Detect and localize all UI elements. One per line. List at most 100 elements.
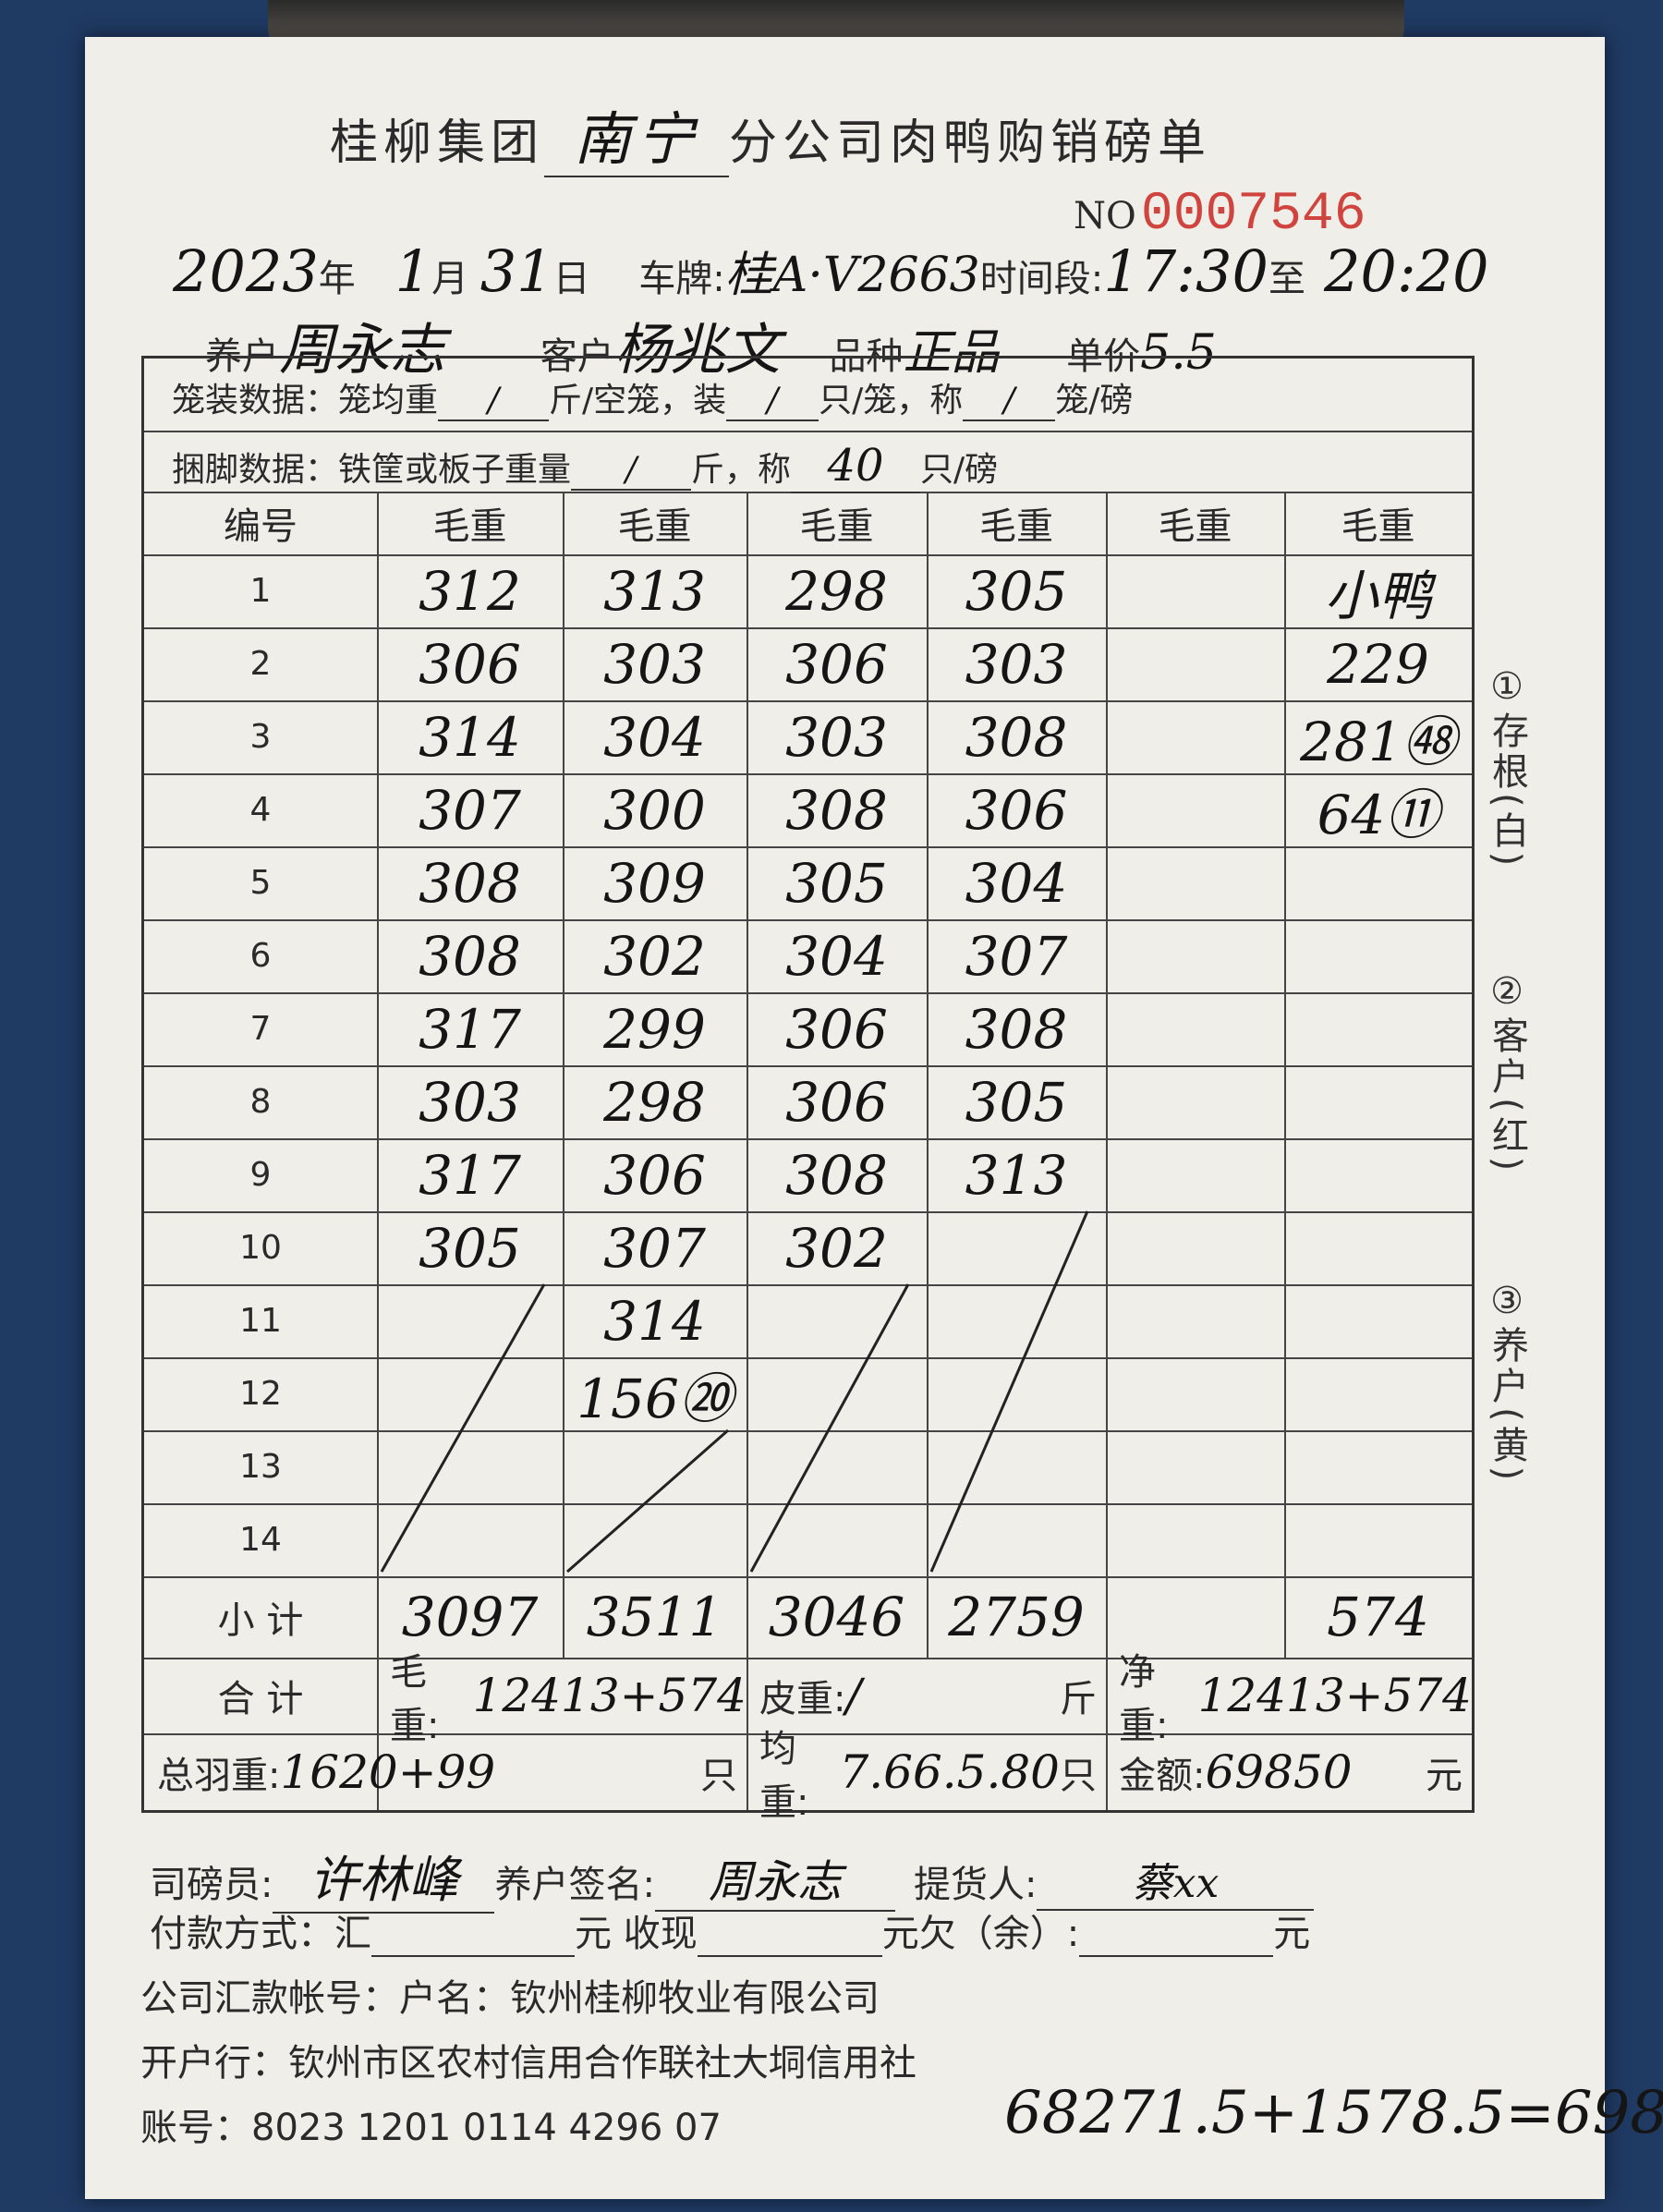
tare-weight-value: / bbox=[845, 1669, 862, 1722]
pickup-signature: 蔡xx bbox=[1037, 1850, 1315, 1911]
weight-cell bbox=[1284, 1211, 1472, 1284]
title-suffix: 分公司肉鸭购销磅单 bbox=[729, 115, 1212, 171]
account-name-line: 公司汇款帐号：户名：钦州桂柳牧业有限公司 bbox=[140, 1977, 880, 2020]
tie-unit-2: 只/磅 bbox=[920, 451, 999, 489]
payment-row: 付款方式：汇 元 收现 元欠（余）: 元 bbox=[150, 1903, 1310, 1957]
net-weight-value: 12413+574 bbox=[1197, 1669, 1472, 1722]
weight-cell bbox=[1106, 1065, 1284, 1138]
weight-cell: 303 bbox=[419, 1070, 521, 1134]
farmer: 周永志 bbox=[279, 318, 445, 383]
weight-cell: 308 bbox=[965, 997, 1068, 1061]
average-weight: 均重: 7.66.5.80 只 bbox=[747, 1728, 1106, 1824]
cage-data-row: 笼装数据：笼均重 / 斤/空笼，装 / 只/笼，称 / 笼/磅 bbox=[144, 359, 1472, 432]
weight-table: 笼装数据：笼均重 / 斤/空笼，装 / 只/笼，称 / 笼/磅 捆脚数据：铁筐或板子重量 / 斤… bbox=[141, 356, 1475, 1824]
column-header: 毛重 bbox=[799, 505, 874, 548]
day-label: 日 bbox=[552, 258, 590, 300]
tare-weight: 皮重: / 斤 bbox=[747, 1658, 1106, 1733]
weight-cell bbox=[1284, 1284, 1472, 1357]
weight-cell bbox=[927, 1211, 1106, 1284]
total-count-label: 总羽重: bbox=[157, 1754, 281, 1797]
total-count-unit: 只 bbox=[700, 1754, 737, 1797]
weight-cell: 281㊽ bbox=[1300, 710, 1456, 773]
side-label-customer: ②客户(红) bbox=[1486, 970, 1528, 1175]
account-number: 8023 1201 0114 4296 07 bbox=[251, 2107, 722, 2149]
weight-cell bbox=[747, 1503, 927, 1576]
time-label: 时间段: bbox=[979, 258, 1104, 300]
time-from: 17:30 bbox=[1103, 237, 1268, 305]
weight-cell: 小鸭 bbox=[1324, 564, 1432, 627]
net-weight: 净重: 12413+574 bbox=[1106, 1651, 1472, 1747]
header-row bbox=[144, 492, 1472, 556]
plate-label: 车牌: bbox=[638, 258, 725, 300]
gross-weight: 毛重: 12413+574 bbox=[377, 1651, 747, 1747]
weight-cell bbox=[1106, 1430, 1284, 1503]
subtotal-label: 小 计 bbox=[217, 1599, 304, 1642]
weight-cell: 305 bbox=[965, 1070, 1068, 1134]
weight-cell bbox=[1106, 846, 1284, 919]
weight-cell bbox=[1106, 1138, 1284, 1211]
subtotal-cell: 3046 bbox=[768, 1586, 905, 1648]
weight-cell bbox=[747, 1357, 927, 1430]
cage-per-weigh: / bbox=[963, 382, 1056, 421]
weight-cell: 305 bbox=[785, 851, 888, 915]
weight-cell: 314 bbox=[603, 1289, 706, 1353]
tie-label: 捆脚数据：铁筐或板子重量 bbox=[172, 451, 572, 489]
weight-cell: 309 bbox=[603, 851, 706, 915]
row-number: 5 bbox=[249, 864, 272, 902]
total-row bbox=[144, 1658, 1472, 1735]
column-divider bbox=[563, 492, 564, 1658]
weight-cell bbox=[1106, 919, 1284, 992]
amount-value: 69850 bbox=[1205, 1744, 1353, 1799]
weight-cell bbox=[1106, 1211, 1284, 1284]
weight-cell bbox=[1284, 1430, 1472, 1503]
weight-cell: 303 bbox=[603, 632, 706, 696]
weight-cell: 308 bbox=[419, 924, 521, 988]
column-header: 毛重 bbox=[1158, 505, 1232, 548]
weigher: 许林峰 bbox=[273, 1839, 495, 1914]
row-number: 7 bbox=[249, 1010, 272, 1048]
weight-cell bbox=[927, 1430, 1106, 1503]
time-to: 20:20 bbox=[1323, 237, 1489, 305]
tare-weight-unit: 斤 bbox=[1060, 1678, 1097, 1720]
column-divider bbox=[1106, 1658, 1108, 1810]
column-header: 毛重 bbox=[1341, 505, 1415, 548]
weight-cell: 317 bbox=[419, 997, 521, 1061]
subtotal-cell: 574 bbox=[1327, 1586, 1429, 1648]
tie-board-weight: / bbox=[571, 451, 692, 491]
weight-cell: 306 bbox=[785, 632, 888, 696]
date-row: 2023年 1月 31日 车牌:桂A·V2663时间段:17:30至 20:20 bbox=[173, 236, 1489, 305]
row-number: 8 bbox=[249, 1083, 272, 1121]
weigh-ticket: 桂柳集团 南宁 分公司肉鸭购销磅单 NO 0007546 2023年 1月 31日 … bbox=[85, 37, 1663, 2199]
weight-cell: 303 bbox=[785, 705, 888, 769]
table-row bbox=[144, 1138, 1472, 1213]
weight-cell: 304 bbox=[785, 924, 888, 988]
weight-cell bbox=[1106, 554, 1284, 627]
weight-cell bbox=[377, 1284, 563, 1357]
column-divider bbox=[1284, 492, 1286, 1658]
weight-cell: 308 bbox=[419, 851, 521, 915]
weight-cell: 306 bbox=[419, 632, 521, 696]
cage-unit-2: 只/笼，称 bbox=[819, 382, 964, 419]
average-weight-label: 均重: bbox=[759, 1727, 809, 1824]
row-number: 9 bbox=[249, 1156, 272, 1194]
weight-cell: 312 bbox=[419, 559, 521, 623]
time-to-label: 至 bbox=[1268, 258, 1305, 300]
gross-weight-label: 毛重: bbox=[390, 1651, 440, 1747]
weight-cell: 307 bbox=[419, 778, 521, 842]
weight-cell: 307 bbox=[603, 1216, 706, 1280]
row-number: 14 bbox=[239, 1521, 282, 1559]
weight-cell bbox=[563, 1503, 747, 1576]
weight-cell bbox=[1284, 1357, 1472, 1430]
tie-data-row: 捆脚数据：铁筐或板子重量 / 斤，称 40 只/磅 bbox=[144, 431, 1472, 493]
average-weight-value: 7.66.5.80 bbox=[839, 1744, 1060, 1799]
table-row bbox=[144, 700, 1472, 775]
tare-weight-label: 皮重: bbox=[759, 1678, 846, 1720]
branch-name: 南宁 bbox=[544, 92, 730, 177]
weight-cell bbox=[377, 1503, 563, 1576]
weight-cell: 299 bbox=[603, 997, 706, 1061]
row-number: 11 bbox=[239, 1302, 282, 1340]
cage-avg-weight: / bbox=[438, 382, 550, 421]
column-divider bbox=[377, 492, 379, 1658]
total-label: 合 计 bbox=[217, 1678, 304, 1720]
table-row bbox=[144, 554, 1472, 629]
